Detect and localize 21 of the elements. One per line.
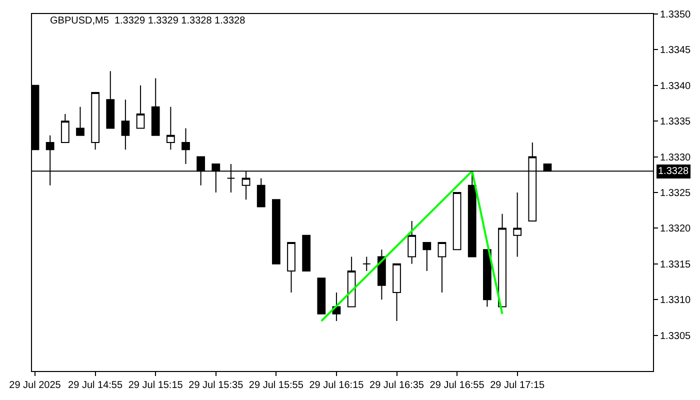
x-tick-label: 29 Jul 16:15 <box>309 380 364 391</box>
x-tick-label: 29 Jul 15:55 <box>248 380 304 391</box>
y-tick-label: 1.3330 <box>660 152 692 164</box>
x-tick-label: 29 Jul 16:55 <box>430 380 485 391</box>
x-tick-label: 29 Jul 15:15 <box>128 380 184 391</box>
x-tick-label: 29 Jul 15:35 <box>188 380 244 391</box>
ref-line-label: 1.3328 <box>658 166 690 177</box>
x-tick-label: 29 Jul 2025 <box>9 380 62 391</box>
x-tick-label: 29 Jul 14:55 <box>68 380 123 391</box>
y-tick-label: 1.3315 <box>660 259 692 270</box>
x-tick-label: 29 Jul 16:35 <box>370 380 424 391</box>
y-tick-label: 1.3325 <box>660 188 692 199</box>
y-tick-label: 1.3305 <box>660 330 692 342</box>
y-tick-label: 1.3350 <box>660 10 692 20</box>
chart-title: GBPUSD,M5 1.3329 1.3329 1.3328 1.3328 <box>50 16 246 26</box>
y-tick-label: 1.3345 <box>660 45 692 56</box>
y-tick-label: 1.3310 <box>660 295 692 306</box>
x-tick-label: 29 Jul 17:15 <box>490 380 546 391</box>
y-tick-label: 1.3320 <box>660 224 692 235</box>
y-tick-label: 1.3335 <box>660 116 692 128</box>
y-tick-label: 1.3340 <box>660 80 692 92</box>
